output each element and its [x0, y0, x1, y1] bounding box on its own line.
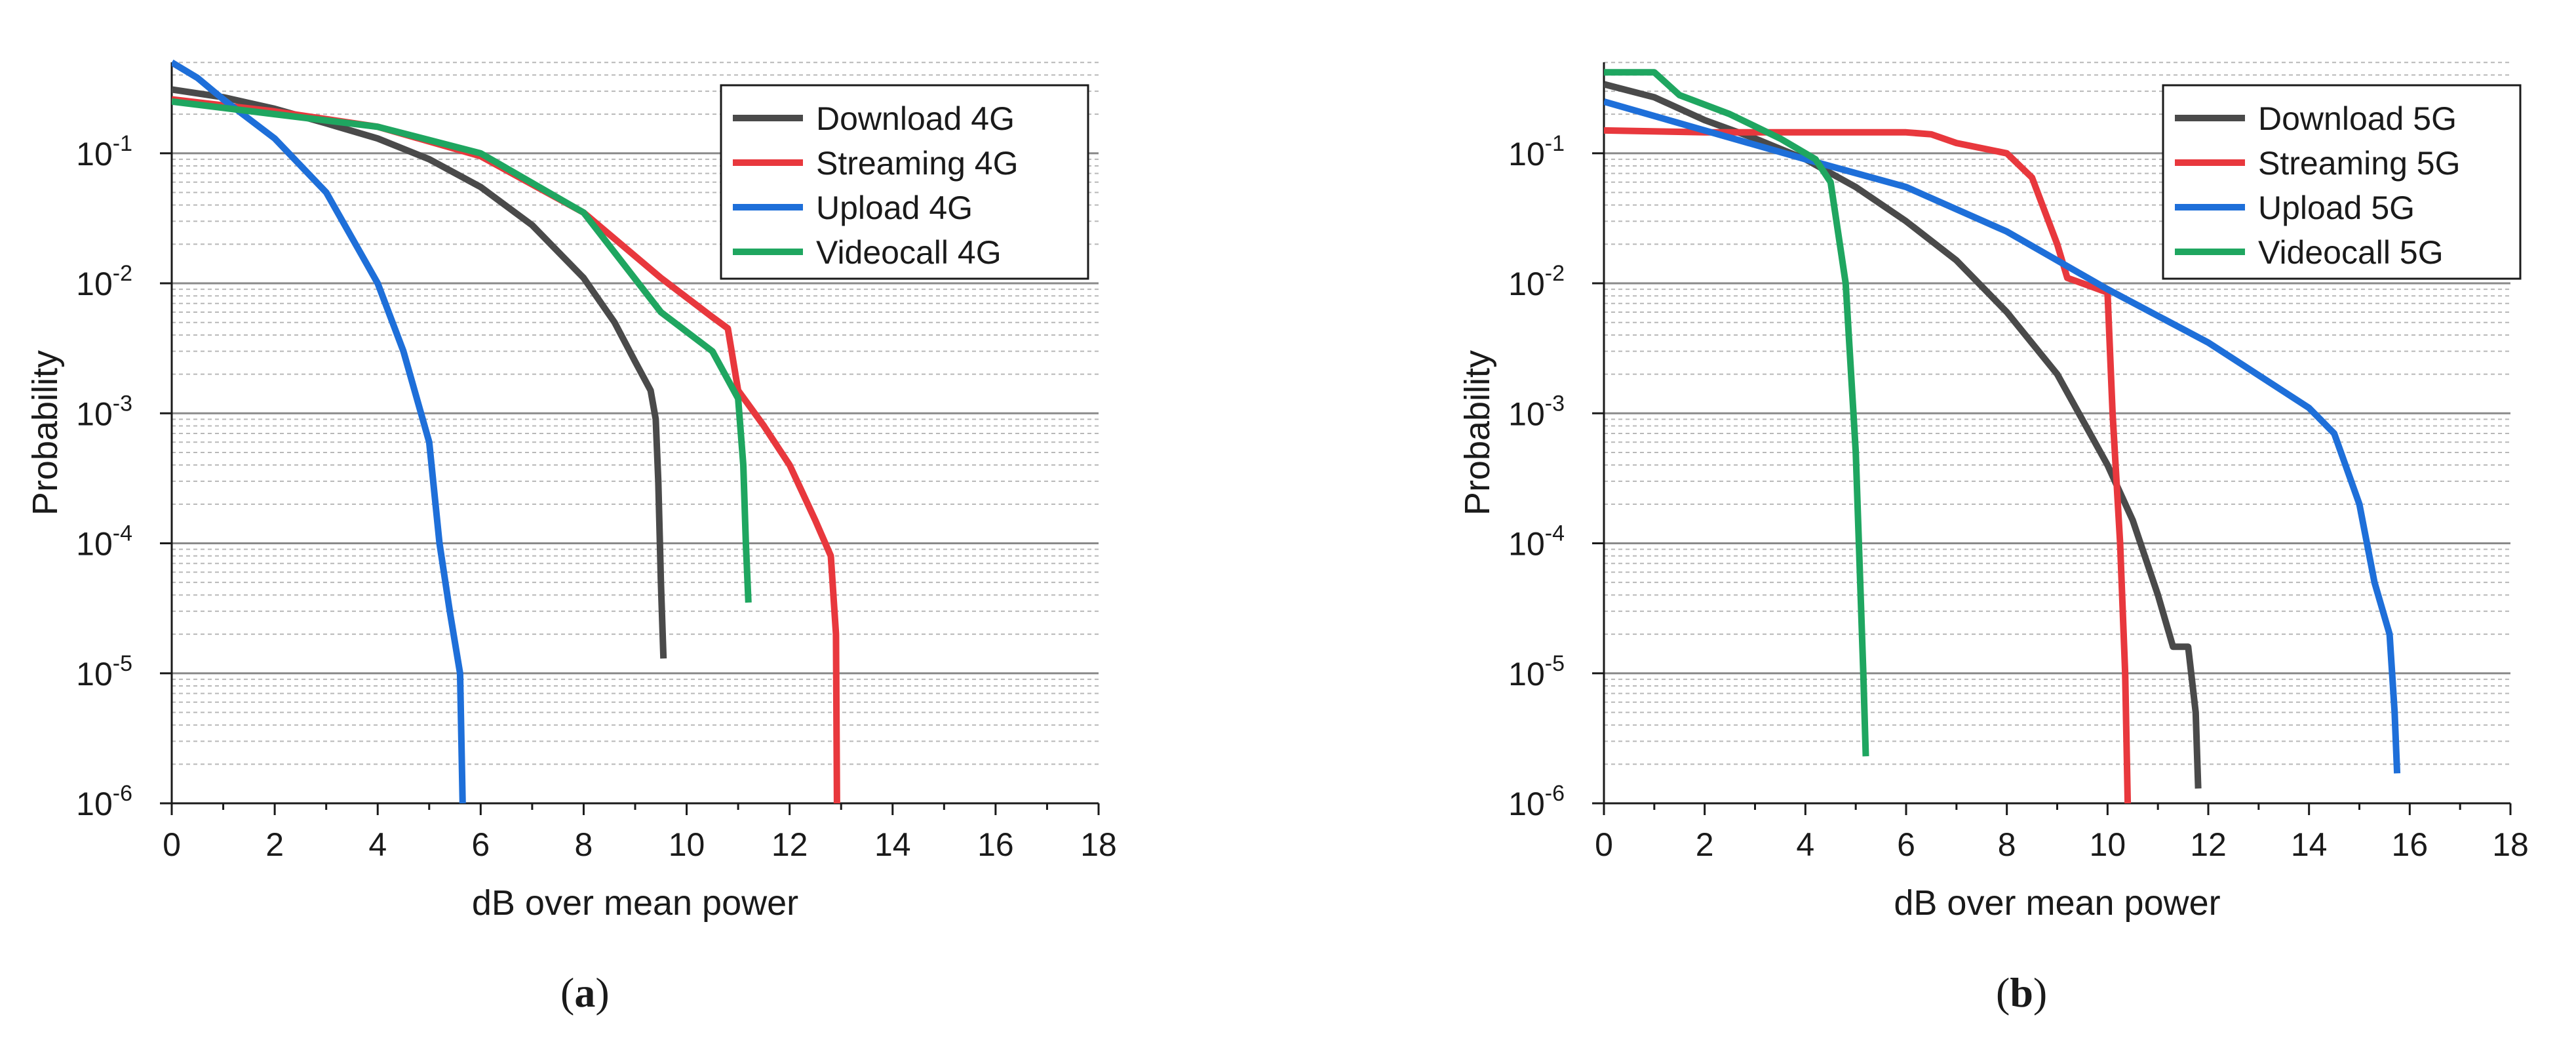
y-axis-title: Probability: [26, 350, 65, 515]
chart-panel-b: 0 2 4 6 8 10 12 14 16 18 10-6 10-5 10-4 10-3 10-2 10-1 d…: [1458, 62, 2529, 1016]
series-line-download-5g: [1604, 81, 2202, 789]
y-tick-label: 10-4: [76, 521, 132, 563]
y-tick-label: 10-5: [1508, 651, 1565, 692]
series-lines: [172, 59, 840, 803]
legend-label: Streaming 5G: [2258, 145, 2460, 182]
legend: Download 4G Streaming 4G Upload 4G Videocal…: [720, 84, 1089, 280]
y-tick-label: 10-1: [76, 131, 132, 172]
x-tick-label: 12: [2190, 826, 2227, 863]
legend-label: Upload 4G: [816, 190, 973, 226]
legend-label: Streaming 4G: [816, 145, 1018, 182]
series-line-upload-4g: [172, 59, 466, 803]
y-tick-label: 10-6: [1508, 781, 1565, 822]
series-line-streaming-5g: [1604, 127, 2132, 803]
chart-panel-a: 0 2 4 6 8 10 12 14 16 18 10-6 10-5 10-4 10-3 10-2 10-1 d…: [26, 59, 1117, 1016]
panel-tag: (b): [1996, 969, 2047, 1016]
legend-label: Videocall 5G: [2258, 234, 2444, 271]
x-axis-title: dB over mean power: [1894, 883, 2220, 923]
x-tick-label: 12: [771, 826, 808, 863]
x-tick-label: 6: [1897, 826, 1915, 863]
legend: Download 5G Streaming 5G Upload 5G Videocal…: [2162, 84, 2522, 280]
y-tick-label: 10-5: [76, 651, 132, 692]
x-tick-label: 16: [2392, 826, 2429, 863]
y-tick-label: 10-2: [1508, 261, 1565, 302]
y-tick-label: 10-1: [1508, 131, 1565, 172]
y-tick-label: 10-4: [1508, 521, 1565, 563]
y-tick-label: 10-3: [1508, 391, 1565, 432]
x-tick-label: 14: [2291, 826, 2328, 863]
x-tick-label: 18: [1080, 826, 1117, 863]
x-tick-label: 8: [575, 826, 593, 863]
legend-label: Download 4G: [816, 100, 1015, 137]
panel-tag: (a): [560, 969, 610, 1016]
legend-box: [720, 84, 1089, 280]
x-axis-title: dB over mean power: [472, 883, 798, 923]
x-tick-label: 18: [2492, 826, 2529, 863]
x-tick-label: 4: [1796, 826, 1814, 863]
x-tick-label: 4: [368, 826, 387, 863]
x-tick-label: 10: [669, 826, 705, 863]
x-tick-label: 0: [1595, 826, 1613, 863]
y-axis-title: Probability: [1458, 350, 1497, 515]
y-tick-label: 10-2: [76, 261, 132, 302]
x-tick-label: 6: [471, 826, 490, 863]
series-lines: [1604, 69, 2401, 803]
x-tick-label: 0: [163, 826, 181, 863]
series-line-videocall-4g: [172, 98, 752, 603]
y-tick-label: 10-3: [76, 391, 132, 432]
x-tick-label: 16: [977, 826, 1014, 863]
legend-label: Upload 5G: [2258, 190, 2415, 226]
x-tick-label: 14: [874, 826, 911, 863]
y-tick-label: 10-6: [76, 781, 132, 822]
x-tick-label: 2: [1696, 826, 1714, 863]
series-line-videocall-5g: [1604, 69, 1869, 757]
legend-label: Videocall 4G: [816, 234, 1002, 271]
x-tick-label: 2: [265, 826, 284, 863]
x-tick-label: 10: [2090, 826, 2126, 863]
legend-label: Download 5G: [2258, 100, 2457, 137]
x-tick-label: 8: [1998, 826, 2016, 863]
